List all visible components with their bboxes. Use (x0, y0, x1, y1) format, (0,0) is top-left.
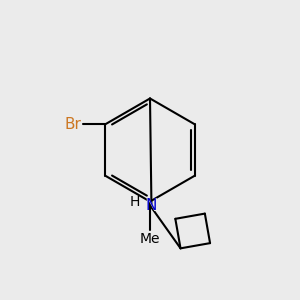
Text: Me: Me (140, 232, 160, 246)
Text: N: N (146, 198, 157, 213)
Text: Br: Br (65, 117, 82, 132)
Text: H: H (130, 195, 140, 209)
Text: N: N (145, 197, 158, 215)
